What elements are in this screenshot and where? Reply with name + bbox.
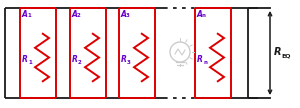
Text: A: A — [121, 10, 126, 19]
Text: R: R — [197, 55, 203, 64]
Text: R: R — [274, 47, 281, 57]
Text: 1: 1 — [27, 13, 31, 18]
Text: A: A — [71, 10, 77, 19]
Text: n: n — [202, 13, 206, 18]
Text: 2: 2 — [78, 60, 82, 65]
Text: 2: 2 — [77, 13, 81, 18]
Text: A: A — [22, 10, 27, 19]
Text: A: A — [196, 10, 202, 19]
Text: 1: 1 — [28, 60, 32, 65]
Text: R: R — [72, 55, 78, 64]
Text: R: R — [121, 55, 127, 64]
Text: R: R — [22, 55, 28, 64]
Text: EQ: EQ — [281, 53, 290, 59]
Text: n: n — [203, 60, 207, 65]
Text: 3: 3 — [127, 60, 131, 65]
Text: 3: 3 — [126, 13, 130, 18]
